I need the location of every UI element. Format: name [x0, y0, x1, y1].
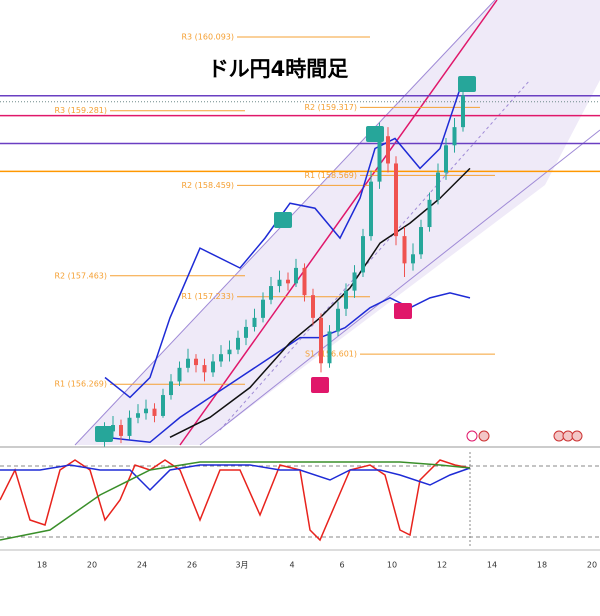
- candle-body: [452, 127, 457, 146]
- x-tick-label: 26: [187, 561, 197, 570]
- sell-marker: [394, 303, 412, 319]
- candle-body: [144, 408, 148, 414]
- candle-body: [319, 317, 323, 364]
- x-tick-label: 20: [87, 561, 97, 570]
- candle-body: [227, 349, 232, 355]
- pivot-label: R1 (158.569): [304, 171, 357, 180]
- oscillator-line: [0, 461, 471, 541]
- candle-body: [302, 267, 307, 296]
- pivot-label: R2 (158.459): [181, 181, 234, 190]
- candle-body: [336, 308, 340, 332]
- candle-body: [136, 413, 140, 418]
- candle-body: [277, 279, 282, 287]
- pivot-label: R3 (160.093): [181, 32, 234, 41]
- x-tick-label: 3月: [235, 561, 248, 570]
- candle-body: [361, 236, 365, 273]
- candle-body: [444, 145, 448, 173]
- buy-marker: [95, 426, 113, 442]
- candle-body: [119, 425, 123, 436]
- x-tick-label: 6: [339, 561, 344, 570]
- candle-body: [377, 136, 382, 182]
- chart-title: ドル円4時間足: [208, 57, 349, 81]
- x-tick-label: 10: [387, 561, 397, 570]
- candle-body: [261, 299, 265, 318]
- sell-marker: [311, 377, 329, 393]
- candle-body: [161, 395, 165, 416]
- indicator-line: [104, 78, 471, 399]
- candle-body: [269, 286, 273, 300]
- x-tick-label: 4: [289, 561, 294, 570]
- x-tick-label: 18: [37, 561, 47, 570]
- candle-body: [152, 408, 157, 416]
- candle-body: [244, 326, 248, 338]
- candle-body: [311, 295, 315, 318]
- event-icon: [478, 430, 490, 442]
- x-tick-label: 20: [587, 561, 597, 570]
- price-pane: R3 (160.093) R3 (159.281) R2 (159.317) R2 (…: [0, 32, 600, 447]
- candle-body: [294, 267, 298, 284]
- indicator-line: [169, 167, 471, 438]
- candle-body: [411, 254, 415, 264]
- buy-marker: [366, 126, 384, 142]
- event-icon: [466, 430, 478, 442]
- pivot-label: R2 (159.317): [304, 103, 357, 112]
- candle-body: [327, 331, 332, 364]
- event-icon: [571, 430, 583, 442]
- candle-body: [386, 136, 390, 164]
- x-tick-label: 18: [537, 561, 547, 570]
- buy-marker: [458, 76, 476, 92]
- pivot-label: R1 (156.269): [54, 380, 107, 389]
- regression-channel: [75, 0, 600, 445]
- signal-markers: [95, 76, 583, 442]
- candle-body: [344, 290, 348, 309]
- oscillator-line: [0, 459, 471, 542]
- candle-body: [177, 367, 182, 382]
- pivot-label: R3 (159.281): [54, 106, 107, 115]
- candle-body: [127, 417, 132, 436]
- candle-body: [419, 227, 423, 255]
- x-tick-label: 24: [137, 561, 147, 570]
- candle-body: [402, 236, 407, 264]
- buy-marker: [274, 212, 292, 228]
- candle-body: [211, 361, 215, 373]
- candle-body: [252, 317, 257, 327]
- candle-body: [286, 279, 290, 284]
- candle-body: [219, 354, 223, 362]
- pivot-label: R2 (157.463): [54, 271, 107, 280]
- candle-body: [369, 181, 373, 237]
- candle-body: [352, 272, 357, 291]
- oscillator-line: [0, 464, 471, 492]
- candle-body: [202, 365, 207, 373]
- x-tick-label: 12: [437, 561, 447, 570]
- candle-body: [194, 358, 198, 366]
- trend-line: [179, 0, 498, 446]
- candle-body: [461, 95, 465, 128]
- candle-body: [427, 199, 432, 228]
- oscillator-pane: [0, 459, 471, 542]
- candle-body: [394, 163, 398, 237]
- pivot-label: R1 (157.233): [181, 292, 234, 301]
- channel-lower: [199, 129, 600, 446]
- candle-body: [436, 172, 440, 200]
- candle-body: [186, 358, 190, 368]
- candle-body: [169, 381, 173, 396]
- candle-body: [236, 337, 240, 350]
- x-tick-label: 14: [487, 561, 497, 570]
